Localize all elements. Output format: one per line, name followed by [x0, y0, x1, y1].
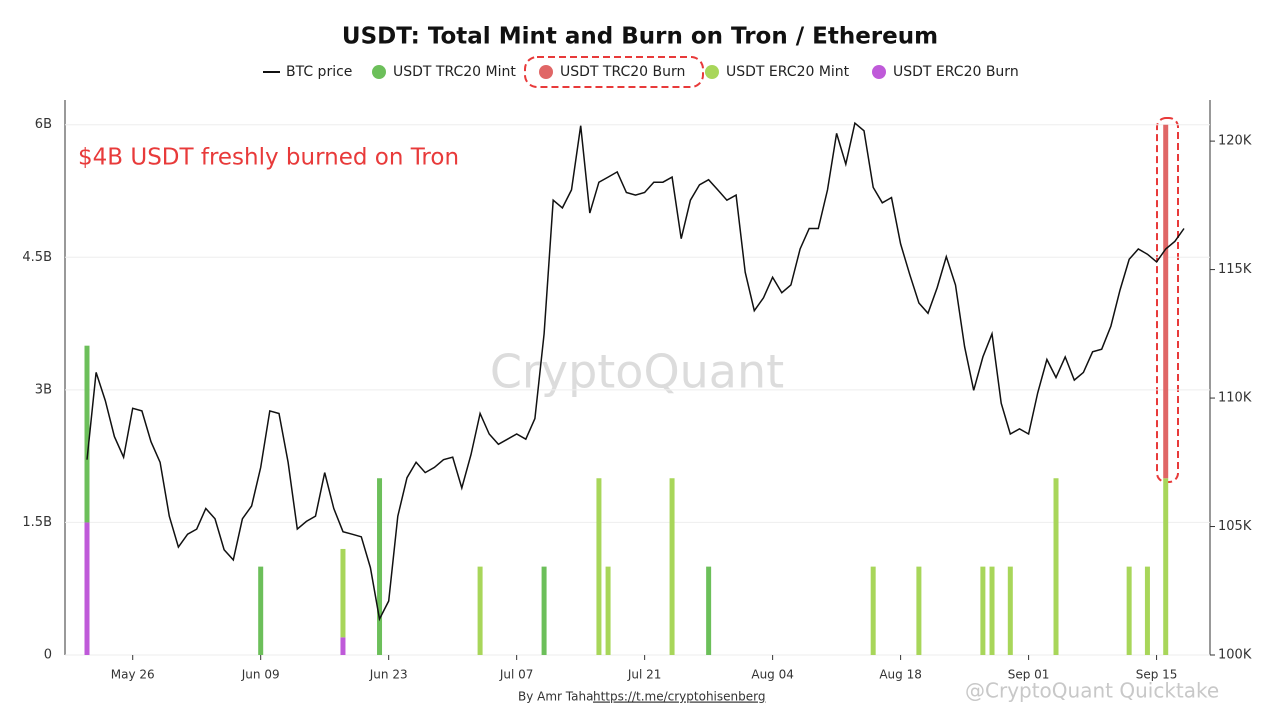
bar: [596, 478, 602, 655]
bar: [340, 548, 346, 638]
bar: [84, 345, 90, 523]
chart-title: USDT: Total Mint and Burn on Tron / Ethe…: [342, 24, 938, 50]
bar: [1126, 566, 1132, 655]
annotation: $4B USDT freshly burned on Tron: [78, 145, 459, 171]
credit: By Amr Taha: [518, 690, 593, 704]
watermark: CryptoQuant: [490, 345, 784, 399]
x-tick-label: Aug 04: [751, 668, 794, 682]
bar: [1163, 124, 1169, 479]
y-tick-label: 3B: [35, 382, 52, 397]
y2-tick-label: 120K: [1218, 134, 1252, 149]
highlight-box: [524, 56, 704, 88]
legend-label[interactable]: USDT ERC20 Burn: [893, 64, 1019, 80]
legend-swatch: [372, 65, 386, 79]
bar: [980, 566, 986, 655]
y2-tick-label: 105K: [1218, 519, 1252, 534]
x-tick-label: Sep 01: [1008, 668, 1050, 682]
x-tick-label: Jun 23: [369, 668, 408, 682]
bar: [1053, 478, 1059, 655]
bar: [84, 522, 90, 655]
x-tick-label: May 26: [111, 668, 155, 682]
y-tick-label: 1.5B: [22, 515, 52, 530]
bar: [870, 566, 876, 655]
bar: [1163, 478, 1169, 655]
bar: [706, 566, 712, 655]
legend-swatch: [539, 65, 553, 79]
legend-label[interactable]: USDT TRC20 Mint: [393, 64, 516, 80]
bar: [377, 478, 383, 655]
x-tick-label: Sep 15: [1136, 668, 1178, 682]
legend-swatch: [705, 65, 719, 79]
legend-label[interactable]: USDT TRC20 Burn: [560, 64, 685, 80]
bar: [1144, 566, 1150, 655]
y2-tick-label: 115K: [1218, 262, 1252, 277]
y2-tick-label: 110K: [1218, 391, 1252, 406]
x-tick-label: Jun 09: [241, 668, 280, 682]
price-line: [86, 121, 1185, 622]
legend-swatch: [872, 65, 886, 79]
legend-label[interactable]: BTC price: [286, 64, 352, 80]
credit-link[interactable]: https://t.me/cryptohisenberg: [593, 690, 765, 704]
bar: [541, 566, 547, 655]
bar: [916, 566, 922, 655]
bar: [258, 566, 264, 655]
y-tick-label: 6B: [35, 117, 52, 132]
y-tick-label: 0: [44, 648, 52, 663]
bar: [477, 566, 483, 655]
bar: [605, 566, 611, 655]
legend-label[interactable]: USDT ERC20 Mint: [726, 64, 850, 80]
x-tick-label: Jul 07: [499, 668, 534, 682]
bar: [340, 637, 346, 655]
x-tick-label: Jul 21: [627, 668, 662, 682]
y-tick-label: 4.5B: [22, 250, 52, 265]
y2-tick-label: 100K: [1218, 648, 1252, 663]
bar: [669, 478, 675, 655]
x-tick-label: Aug 18: [879, 668, 922, 682]
bar: [1007, 566, 1013, 655]
bar: [989, 566, 995, 655]
overlay-text: @CryptoQuant Quicktake: [965, 679, 1219, 703]
